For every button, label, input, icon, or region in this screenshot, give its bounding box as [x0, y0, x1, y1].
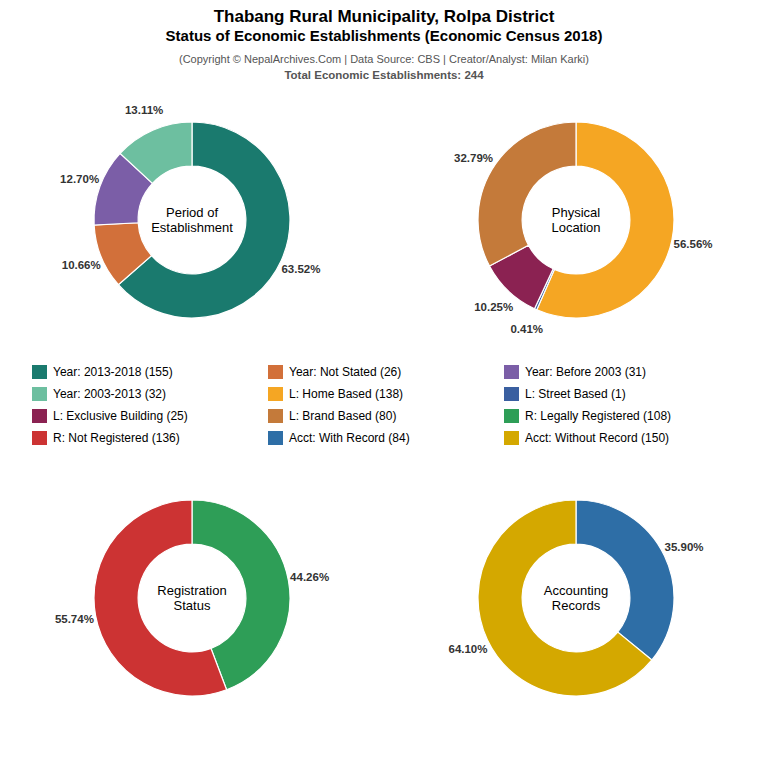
donut-chart: PhysicalLocation 56.56% 0.41% 10.25% 32.79% [454, 122, 713, 335]
legend-swatch [268, 387, 283, 401]
data-label: 0.41% [510, 323, 543, 335]
center-label: PhysicalLocation [551, 205, 600, 235]
legend-swatch [32, 365, 47, 379]
legend-item: Year: Not Stated (26) [268, 365, 401, 379]
data-label: 13.11% [125, 104, 163, 116]
legend-swatch [32, 409, 47, 423]
legend-label: L: Street Based (1) [525, 387, 626, 401]
data-label: 12.70% [60, 173, 99, 185]
legend-item: R: Legally Registered (108) [504, 409, 671, 423]
legend-swatch [268, 409, 283, 423]
center-label: RegistrationStatus [157, 583, 226, 613]
slice [120, 122, 192, 183]
legend-label: Year: Before 2003 (31) [525, 365, 646, 379]
legend-swatch [268, 365, 283, 379]
slice [478, 500, 652, 696]
legend-item: L: Brand Based (80) [268, 409, 396, 423]
legend-item: Acct: Without Record (150) [504, 431, 669, 445]
legend-label: R: Legally Registered (108) [525, 409, 671, 423]
annotation: Total Economic Establishments: 244 [284, 69, 484, 81]
data-label: 35.90% [665, 541, 704, 553]
center-label: AccountingRecords [544, 583, 608, 613]
legend-swatch [504, 365, 519, 379]
data-label: 32.79% [454, 152, 493, 164]
legend-item: Acct: With Record (84) [268, 431, 410, 445]
slice [478, 122, 576, 266]
legend-swatch [504, 387, 519, 401]
chart-root: Thabang Rural Municipality, Rolpa Distri… [0, 0, 768, 768]
slice [118, 122, 290, 318]
donut-chart: Period ofEstablishment 63.52% 10.66% 12.70%… [60, 104, 320, 318]
legend-item: L: Home Based (138) [268, 387, 403, 401]
slice [94, 500, 227, 696]
data-label: 55.74% [55, 613, 94, 625]
legend-label: Acct: Without Record (150) [525, 431, 669, 445]
donut-chart: RegistrationStatus 44.26% 55.74% [55, 500, 329, 696]
legend-item: L: Street Based (1) [504, 387, 626, 401]
legend-item: Year: 2003-2013 (32) [32, 387, 166, 401]
legend-swatch [504, 409, 519, 423]
legend-swatch [32, 387, 47, 401]
data-label: 63.52% [281, 263, 320, 275]
title: Thabang Rural Municipality, Rolpa Distri… [166, 7, 603, 44]
legend-swatch [32, 431, 47, 445]
slice [576, 500, 674, 660]
legend-item: Year: 2013-2018 (155) [32, 365, 173, 379]
slices [478, 500, 674, 696]
legend-label: L: Brand Based (80) [289, 409, 396, 423]
subtitle: (Copyright © NepalArchives.Com | Data So… [179, 53, 589, 65]
legend-item: Year: Before 2003 (31) [504, 365, 646, 379]
data-label: 44.26% [290, 571, 329, 583]
center-label: Period ofEstablishment [151, 205, 233, 235]
slices [94, 122, 290, 318]
data-label: 56.56% [674, 238, 713, 250]
legend-swatch [268, 431, 283, 445]
legend-label: Acct: With Record (84) [289, 431, 410, 445]
data-label: 64.10% [448, 643, 487, 655]
legend-swatch [504, 431, 519, 445]
legend-label: Year: 2003-2013 (32) [53, 387, 166, 401]
legend-label: L: Exclusive Building (25) [53, 409, 188, 423]
data-label: 10.25% [474, 301, 513, 313]
legend-item: L: Exclusive Building (25) [32, 409, 188, 423]
legend-label: R: Not Registered (136) [53, 431, 180, 445]
slices [94, 500, 290, 696]
slices [478, 122, 674, 318]
legend-label: L: Home Based (138) [289, 387, 403, 401]
legend: Year: 2013-2018 (155) Year: Not Stated (2… [32, 365, 671, 445]
donut-chart: AccountingRecords 35.90% 64.10% [448, 500, 703, 696]
legend-item: R: Not Registered (136) [32, 431, 180, 445]
slice [94, 223, 151, 285]
data-label: 10.66% [62, 259, 101, 271]
legend-label: Year: 2013-2018 (155) [53, 365, 173, 379]
legend-label: Year: Not Stated (26) [289, 365, 401, 379]
